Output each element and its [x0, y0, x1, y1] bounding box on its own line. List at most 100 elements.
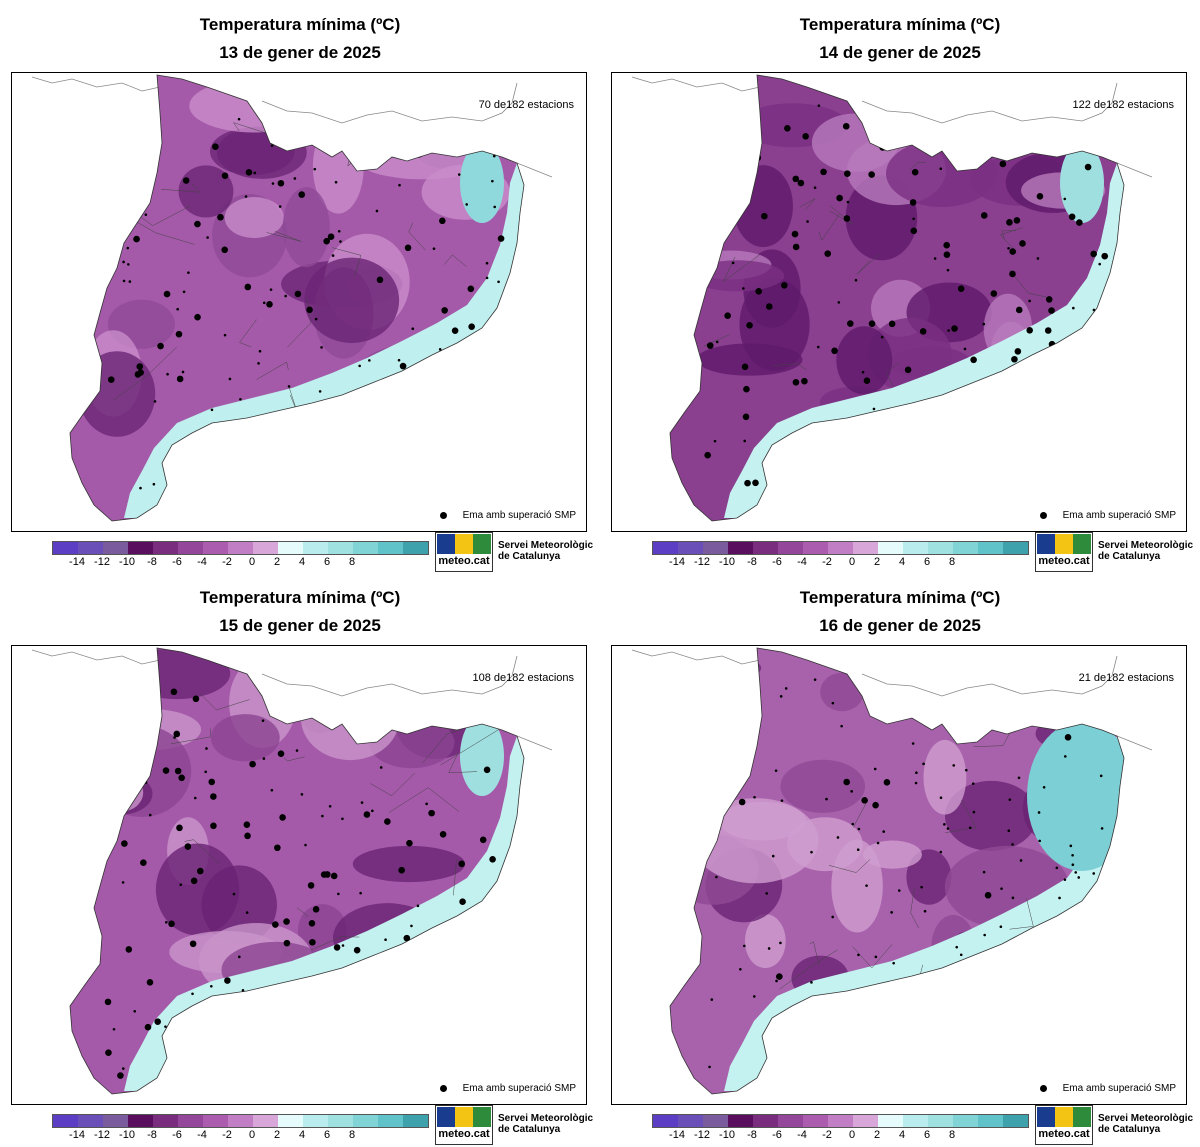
station-dot [1084, 163, 1092, 171]
station-dot [236, 458, 244, 465]
station-dot [1000, 1002, 1004, 1005]
logo-mark: meteo.cat [435, 532, 493, 572]
station-dot [854, 278, 858, 282]
temperature-contour [906, 849, 952, 905]
station-dot [895, 996, 899, 999]
station-dot [341, 944, 345, 947]
station-dot [1008, 695, 1011, 699]
station-dot [850, 790, 853, 793]
station-dot [283, 939, 291, 947]
comarca-boundary [723, 254, 760, 282]
colorbar-swatch [328, 1115, 353, 1127]
station-dot [258, 349, 262, 353]
station-dot [477, 1039, 485, 1046]
station-dot [277, 708, 281, 712]
station-dot [911, 742, 915, 745]
station-dot [824, 250, 832, 257]
temperature-contour [224, 197, 284, 239]
station-dot [272, 921, 279, 928]
station-dot [221, 172, 229, 180]
colorbar-tick-label: -4 [197, 556, 207, 568]
colorbar [52, 1114, 429, 1128]
station-dot [1104, 865, 1107, 869]
station-dot [1036, 193, 1044, 200]
colorbar-tick-label: -6 [172, 556, 182, 568]
station-dot [980, 212, 988, 219]
station-dot [470, 954, 478, 961]
station-dot [1051, 723, 1054, 727]
station-dot [205, 747, 208, 750]
temperature-contour [820, 672, 864, 712]
station-dot [491, 179, 494, 183]
station-dot [176, 824, 183, 832]
station-dot [773, 1048, 777, 1052]
station-dot [868, 320, 876, 327]
station-dot [399, 362, 407, 370]
station-dot [767, 947, 771, 950]
station-dot [784, 687, 788, 690]
colorbar-swatch [178, 1115, 203, 1127]
station-dot [1009, 270, 1016, 278]
colorbar-tick-label: -8 [747, 1129, 757, 1141]
station-dot [840, 724, 843, 728]
comarca-boundary [199, 693, 250, 711]
map-panel: Temperatura mínima (ºC) 15 de gener de 20… [0, 573, 600, 1146]
station-dot [117, 144, 125, 152]
station-count: 122 de182 estacions [1072, 99, 1174, 111]
station-dot [1048, 307, 1055, 314]
station-dot [360, 801, 364, 804]
logo-wordmark: meteo.cat [438, 555, 490, 567]
smp-legend: Ema amb superació SMP [1039, 510, 1176, 521]
coastal-band [724, 736, 1124, 1091]
station-dot [952, 764, 956, 767]
station-dot [305, 984, 309, 987]
colorbar-tick-label: 0 [848, 1129, 856, 1141]
station-dot [502, 1007, 505, 1011]
station-dot [946, 268, 950, 272]
station-dot [1099, 774, 1103, 778]
coastal-band [1027, 721, 1124, 871]
logo-flag-icon [437, 534, 455, 554]
station-dot [922, 484, 925, 487]
station-dot [262, 301, 266, 305]
station-dot [307, 882, 315, 889]
station-dot [439, 830, 447, 838]
station-dot [791, 230, 799, 238]
colorbar-swatch [853, 1115, 878, 1127]
station-dot [1021, 944, 1025, 948]
station-dot [458, 860, 466, 868]
station-dot [1101, 252, 1109, 260]
station-dot [752, 479, 759, 487]
station-dot [392, 115, 395, 118]
station-dot [950, 107, 954, 111]
station-dot [983, 1055, 991, 1063]
comarca-boundary [818, 214, 840, 242]
coastal-band [460, 716, 504, 796]
station-dot [802, 132, 809, 140]
station-dot [494, 1043, 502, 1051]
station-dot [353, 946, 361, 954]
station-dot [337, 229, 341, 233]
station-dot [318, 390, 322, 393]
station-dot [175, 330, 183, 338]
station-dot [744, 479, 751, 487]
station-dot [406, 839, 413, 847]
station-dot [144, 1023, 152, 1031]
logo-line-1: Servei Meteorològic [1098, 1113, 1194, 1124]
colorbar-swatch [903, 542, 928, 554]
logo-mark: meteo.cat [1035, 532, 1093, 572]
colorbar-tick-label: 4 [898, 1129, 906, 1141]
station-dot [753, 739, 757, 742]
station-dot [743, 439, 747, 443]
station-dot [134, 211, 138, 215]
station-dot [972, 810, 976, 814]
station-dot [880, 335, 884, 339]
station-dot [1063, 981, 1071, 989]
station-dot [874, 955, 878, 959]
station-dot [279, 814, 286, 821]
comarca-boundary [828, 859, 871, 873]
colorbar-tick-label: -6 [772, 556, 782, 568]
colorbar-swatch [953, 1115, 978, 1127]
colorbar-swatch [953, 542, 978, 554]
station-dot [912, 217, 915, 221]
